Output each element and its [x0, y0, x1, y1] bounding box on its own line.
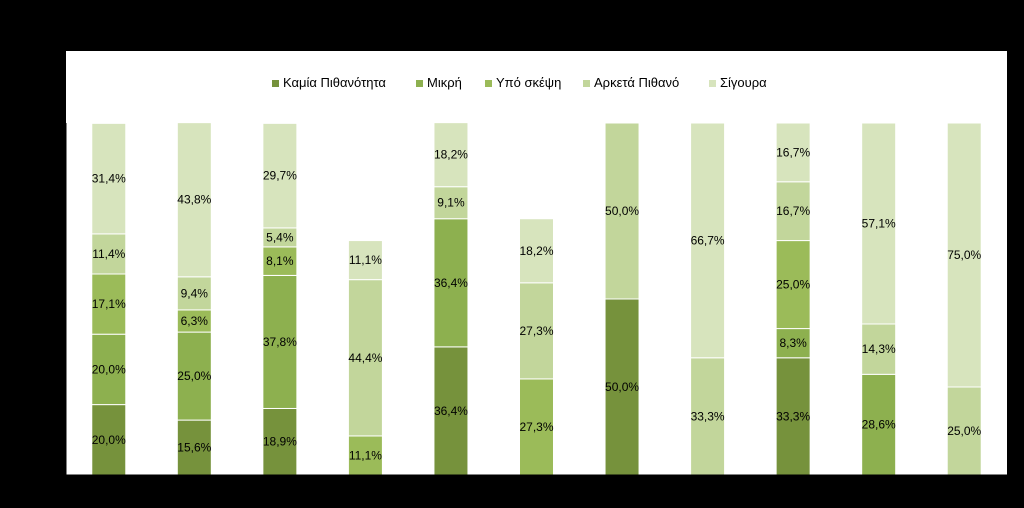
- bar-segment-5: [262, 122, 298, 229]
- data-label: 50,0%: [605, 204, 639, 218]
- bar-segment-4: [347, 279, 383, 437]
- data-label: 57,1%: [862, 216, 896, 230]
- bar-segment-1: [262, 407, 298, 476]
- data-label: 18,2%: [434, 148, 468, 162]
- legend-item: Μικρή: [416, 75, 462, 90]
- data-label: 36,4%: [434, 404, 468, 418]
- bar-segment-5: [775, 122, 811, 183]
- data-label: 20,0%: [92, 433, 126, 447]
- bar-segment-4: [690, 357, 726, 476]
- bar-segment-4: [946, 386, 982, 476]
- data-label: 11,4%: [92, 247, 125, 261]
- data-label: 11,1%: [349, 253, 382, 267]
- data-label: 33,3%: [776, 409, 810, 423]
- bars: 20,0% 20,0% 17,1% 11,4% 31,4% 15,6% 25,0% 6,3% 9…: [91, 122, 982, 476]
- bar-stack-11: 25,0% 75,0%: [946, 122, 982, 476]
- bar-stack-2: 15,6% 25,0% 6,3% 9,4% 43,8%: [176, 122, 212, 476]
- data-label: 18,2%: [519, 244, 553, 258]
- bar-stack-7: 50,0% 50,0%: [604, 122, 640, 476]
- data-label: 8,1%: [266, 254, 294, 268]
- bar-stack-1: 20,0% 20,0% 17,1% 11,4% 31,4%: [91, 122, 127, 476]
- data-label: 9,4%: [181, 286, 209, 300]
- legend-label: Μικρή: [427, 75, 462, 90]
- data-label: 33,3%: [691, 409, 725, 423]
- data-label: 25,0%: [776, 278, 810, 292]
- bar-stack-6: 27,3% 27,3% 18,2%: [519, 218, 554, 476]
- bar-stack-9: 33,3% 8,3% 25,0% 16,7% 16,7%: [775, 122, 811, 476]
- data-label: 15,6%: [177, 441, 211, 455]
- data-label: 8,3%: [779, 336, 807, 350]
- data-label: 66,7%: [691, 233, 725, 247]
- data-label: 9,1%: [437, 196, 465, 210]
- axes: [61, 122, 1008, 480]
- data-label: 36,4%: [434, 276, 468, 290]
- bar-segment-1: [775, 357, 811, 476]
- bar-segment-2: [433, 218, 469, 348]
- bar-segment-5: [433, 122, 469, 188]
- bar-stack-4: 11,1% 44,4% 11,1%: [347, 240, 383, 476]
- legend-swatch: [485, 80, 492, 87]
- legend-label: Υπό σκέψη: [496, 75, 561, 90]
- data-label: 43,8%: [177, 193, 211, 207]
- legend-swatch: [272, 80, 279, 87]
- legend-label: Καμία Πιθανότητα: [283, 75, 386, 90]
- data-label: 27,3%: [519, 324, 553, 338]
- data-label: 25,0%: [177, 369, 211, 383]
- bar-segment-2: [861, 373, 897, 476]
- bar-segment-4: [433, 186, 469, 220]
- data-label: 50,0%: [605, 380, 639, 394]
- bar-segment-2: [775, 328, 811, 359]
- data-label: 16,7%: [776, 145, 810, 159]
- bar-segment-1: [91, 404, 127, 476]
- data-label: 37,8%: [263, 335, 297, 349]
- bar-segment-4: [176, 276, 212, 311]
- data-label: 44,4%: [348, 351, 382, 365]
- bar-segment-2: [262, 274, 298, 409]
- legend: Καμία Πιθανότητα Μικρή Υπό σκέψη Αρκετά Πιθ…: [272, 75, 767, 90]
- data-label: 25,0%: [947, 424, 981, 438]
- bar-segment-5: [946, 122, 982, 388]
- bar-stack-10: 28,6% 14,3% 57,1%: [861, 122, 897, 476]
- bar-segment-4: [604, 122, 640, 300]
- legend-item: Υπό σκέψη: [485, 75, 561, 90]
- data-label: 28,6%: [862, 418, 896, 432]
- bar-segment-5: [347, 240, 383, 281]
- bar-segment-4: [775, 181, 811, 242]
- data-label: 14,3%: [862, 342, 896, 356]
- bar-segment-3: [775, 240, 811, 330]
- legend-label: Αρκετά Πιθανό: [594, 75, 679, 90]
- bar-segment-5: [690, 122, 726, 359]
- data-label: 17,1%: [92, 297, 126, 311]
- data-label: 20,0%: [92, 362, 126, 376]
- data-label: 75,0%: [947, 248, 981, 262]
- legend-swatch: [583, 80, 590, 87]
- bar-stack-5: 36,4% 36,4% 9,1% 18,2%: [433, 122, 469, 476]
- bar-segment-4: [861, 323, 897, 375]
- legend-item: Αρκετά Πιθανό: [583, 75, 679, 90]
- bar-segment-4: [519, 282, 554, 380]
- data-label: 31,4%: [92, 172, 126, 186]
- legend-item: Σίγουρα: [709, 75, 767, 90]
- data-label: 16,7%: [776, 204, 810, 218]
- data-label: 29,7%: [263, 169, 297, 183]
- bar-stack-3: 18,9% 37,8% 8,1% 5,4% 29,7%: [262, 122, 298, 476]
- bar-segment-5: [519, 218, 554, 284]
- legend-item: Καμία Πιθανότητα: [272, 75, 386, 90]
- data-label: 5,4%: [266, 230, 294, 244]
- legend-swatch: [709, 80, 716, 87]
- data-label: 18,9%: [263, 435, 297, 449]
- data-label: 27,3%: [519, 420, 553, 434]
- data-label: 6,3%: [181, 314, 209, 328]
- legend-label: Σίγουρα: [720, 75, 767, 90]
- bar-segment-5: [91, 122, 127, 235]
- bar-segment-5: [861, 122, 897, 325]
- legend-swatch: [416, 80, 423, 87]
- bar-segment-5: [176, 122, 212, 278]
- bar-stack-8: 33,3% 66,7%: [690, 122, 726, 476]
- bar-segment-2: [176, 331, 212, 421]
- data-label: 11,1%: [349, 448, 382, 462]
